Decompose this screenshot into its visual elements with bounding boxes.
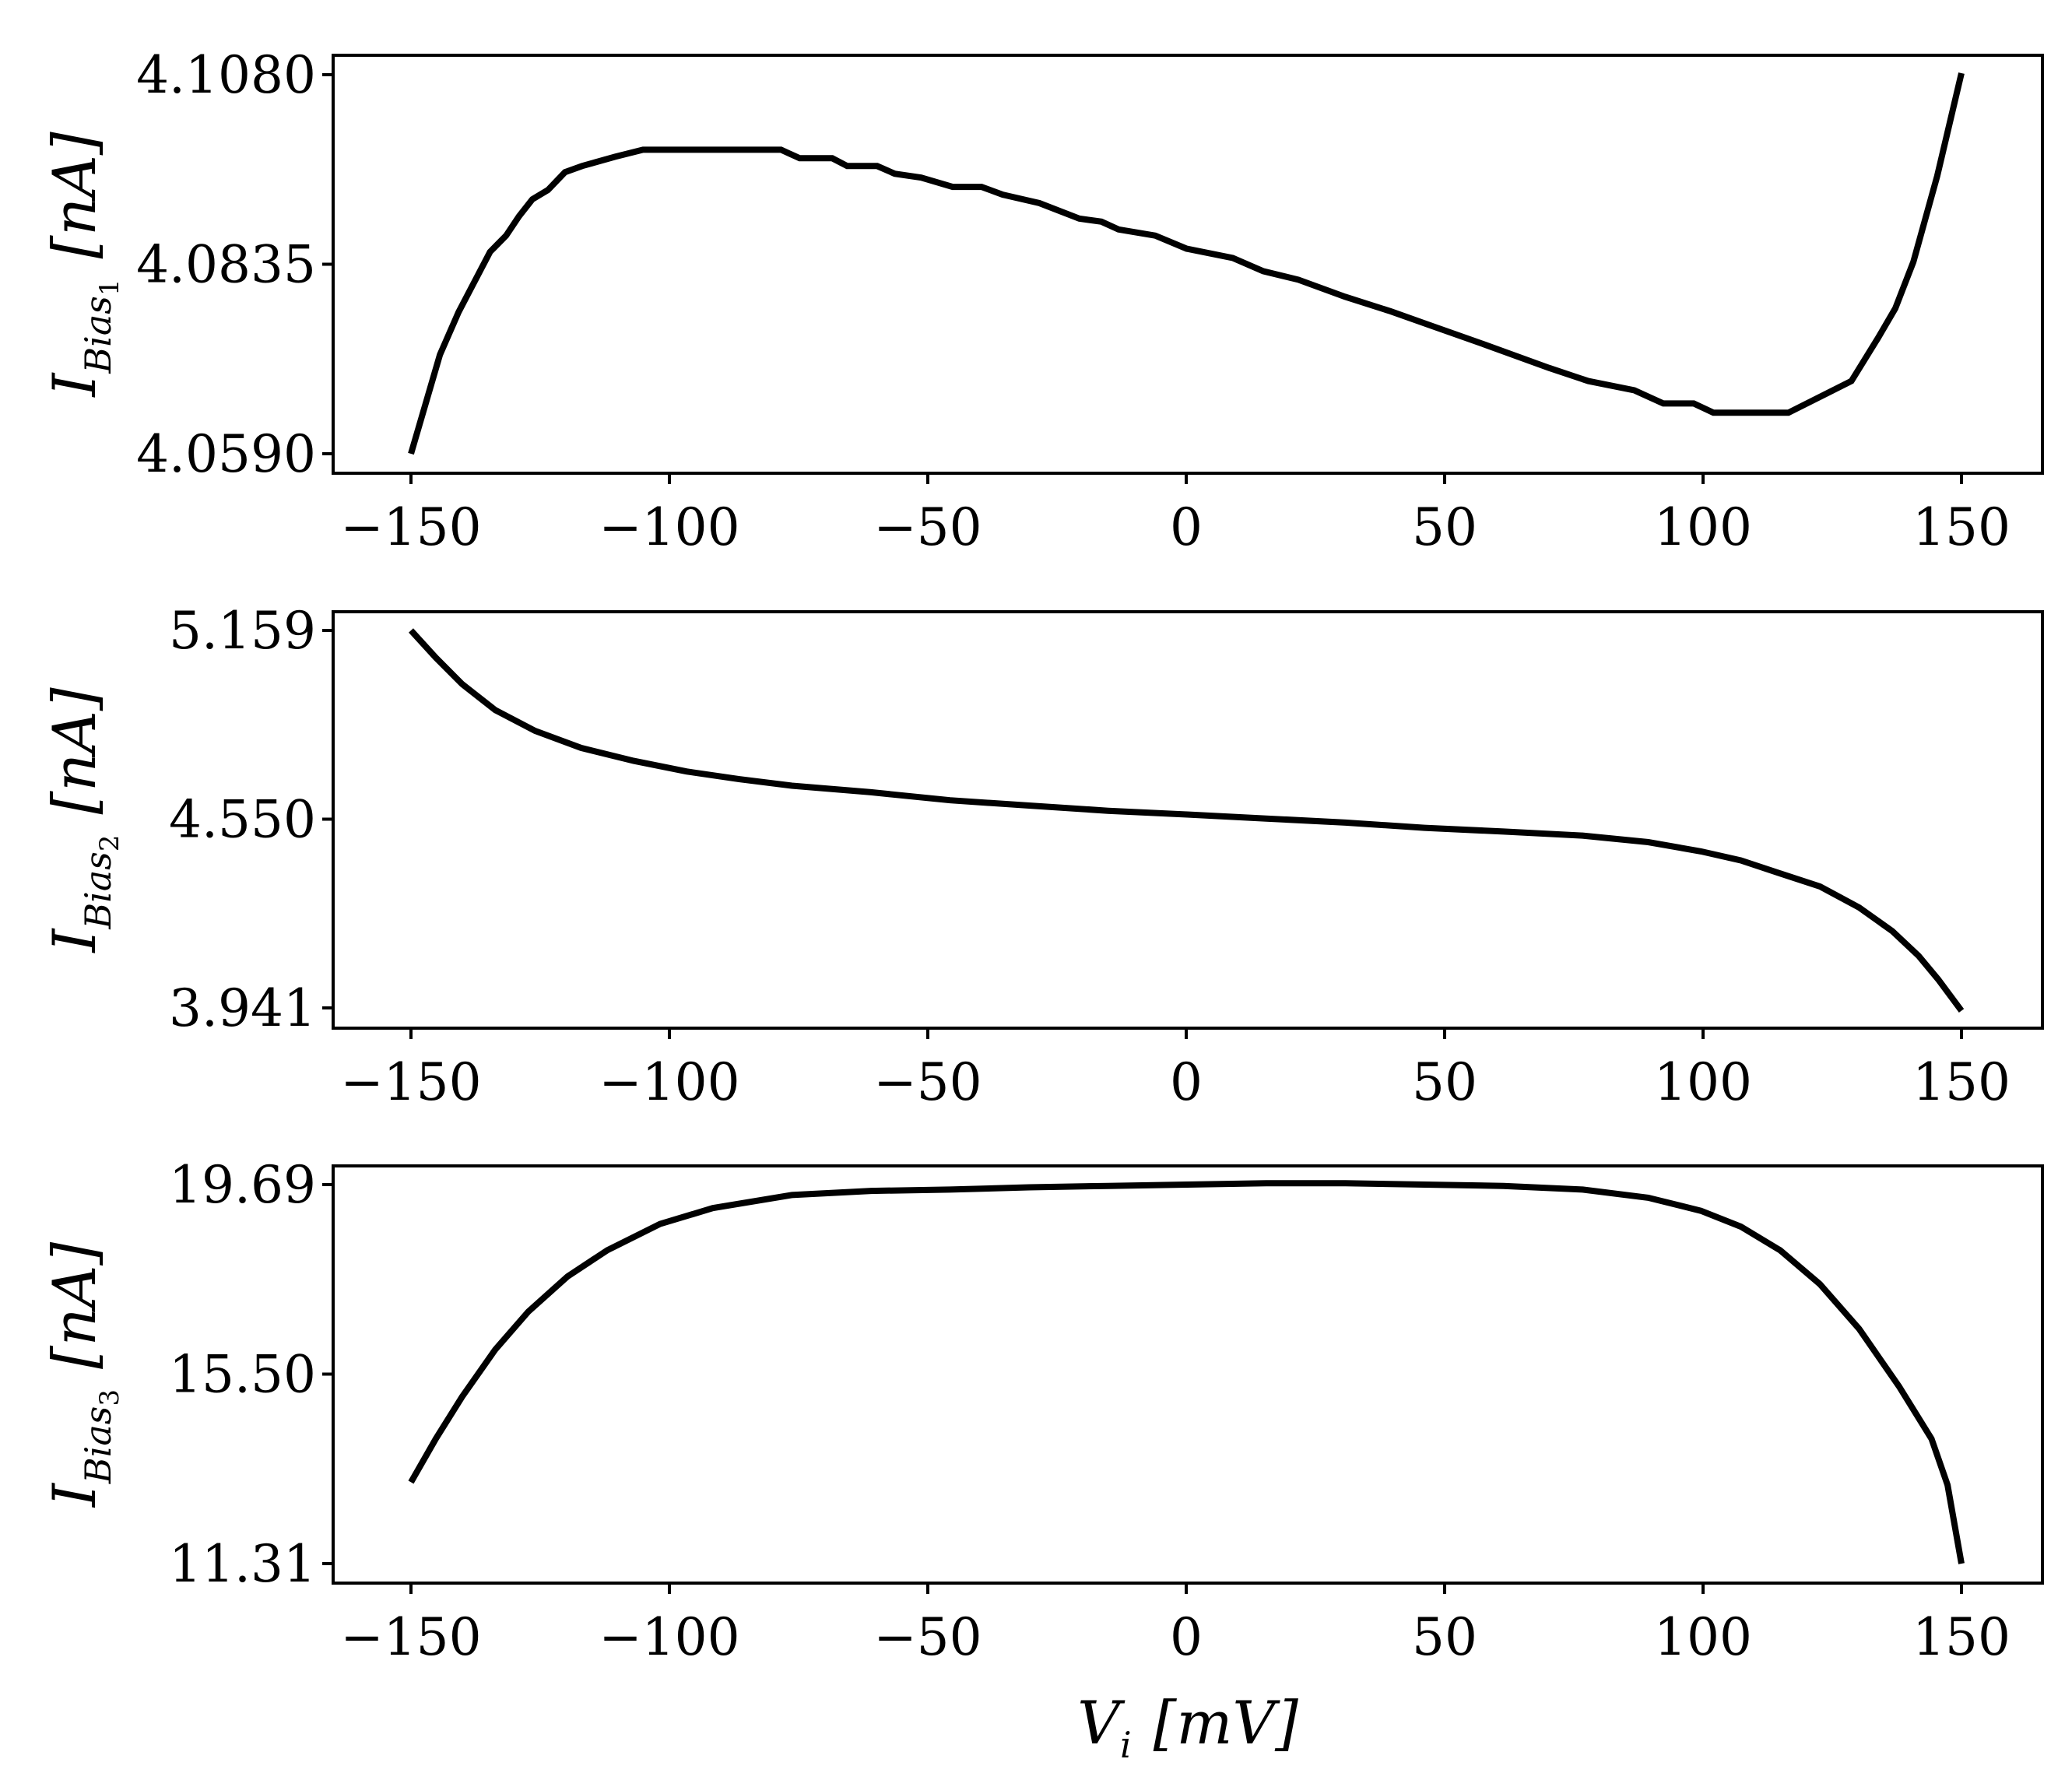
x-tick-label: 0 xyxy=(1170,1052,1203,1112)
data-line xyxy=(408,1180,1965,1564)
x-tick-label: −50 xyxy=(873,497,982,557)
x-axis-label: Vi [mV] xyxy=(1077,1688,1298,1766)
x-tick-label: 150 xyxy=(1912,1607,2011,1667)
x-tick-label: 100 xyxy=(1654,1052,1752,1112)
x-tick-label: −100 xyxy=(599,497,739,557)
y-tick-label: 11.31 xyxy=(169,1534,316,1594)
y-tick-label: 4.1080 xyxy=(136,45,316,105)
x-tick-label: −50 xyxy=(873,1052,982,1112)
y-tick-label: 5.159 xyxy=(169,601,316,661)
panel-2: 3.941 4.550 5.159 −150 −100 −50 0 50 100 150 IBias… xyxy=(40,601,2044,1112)
x-tick-label: −50 xyxy=(873,1607,982,1667)
x-tick-label: 0 xyxy=(1170,1607,1203,1667)
x-tick-label: 50 xyxy=(1412,1607,1477,1667)
x-tick-label: −150 xyxy=(340,1052,481,1112)
panel-1: 4.0590 4.0835 4.1080 −150 −100 −50 0 50 100 150 IB… xyxy=(40,45,2044,557)
x-tick-label: 100 xyxy=(1654,1607,1752,1667)
axes-frame xyxy=(332,1164,2044,1585)
data-line xyxy=(408,72,1965,455)
x-tick-label: 100 xyxy=(1654,497,1752,557)
data-line xyxy=(409,628,1965,1013)
axes-frame xyxy=(332,610,2044,1030)
y-axis-label: IBias2[nA] xyxy=(40,687,125,954)
x-tick-label: 0 xyxy=(1170,497,1203,557)
panel-3: 11.31 15.50 19.69 −150 −100 −50 0 50 100 150 IBias… xyxy=(40,1155,2044,1667)
y-tick-label: 4.0835 xyxy=(136,235,316,295)
y-tick-label: 15.50 xyxy=(169,1345,316,1405)
x-tick-label: 50 xyxy=(1412,1052,1477,1112)
y-tick-label: 4.0590 xyxy=(136,424,316,484)
y-tick-label: 4.550 xyxy=(169,790,316,850)
x-tick-label: −100 xyxy=(599,1052,739,1112)
x-tick-label: 150 xyxy=(1912,497,2011,557)
x-tick-label: 50 xyxy=(1412,497,1477,557)
x-tick-label: −100 xyxy=(599,1607,739,1667)
y-tick-label: 19.69 xyxy=(169,1155,316,1215)
y-axis-label: IBias1[nA] xyxy=(40,132,125,398)
x-tick-label: 150 xyxy=(1912,1052,2011,1112)
y-tick-label: 3.941 xyxy=(169,978,316,1038)
x-tick-label: −150 xyxy=(340,1607,481,1667)
y-axis-label: IBias3[nA] xyxy=(40,1241,125,1508)
x-tick-label: −150 xyxy=(340,497,481,557)
